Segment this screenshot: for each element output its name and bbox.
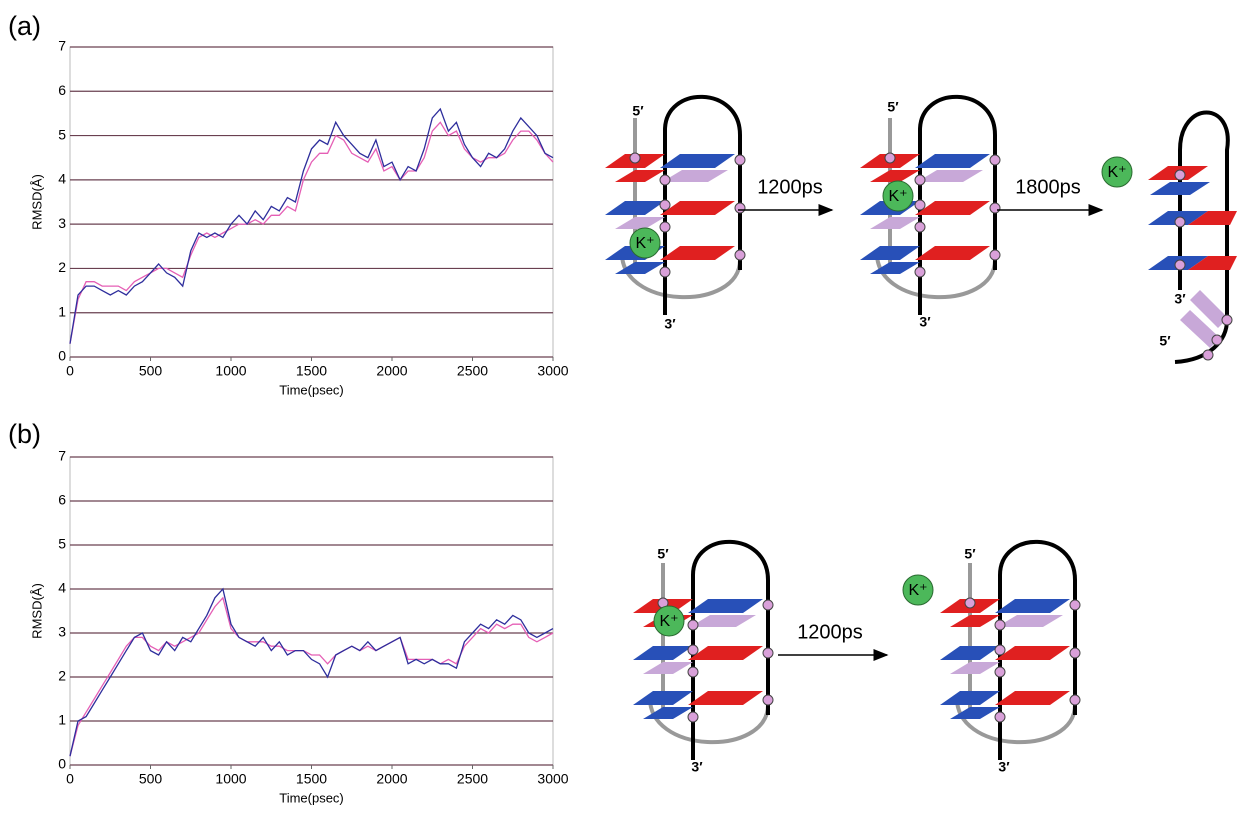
- ion-label: K⁺: [908, 582, 927, 599]
- x-tick-label: 0: [66, 771, 74, 787]
- y-tick-label: 7: [58, 448, 66, 464]
- x-axis-label: Time(psec): [279, 790, 344, 805]
- y-tick-label: 6: [58, 82, 66, 98]
- x-tick-label: 1500: [296, 771, 327, 787]
- y-tick-label: 1: [58, 712, 66, 728]
- three-prime-label: 3′: [1174, 291, 1186, 307]
- three-prime-label: 3′: [664, 316, 676, 332]
- y-tick-label: 0: [58, 756, 66, 772]
- x-tick-label: 500: [139, 363, 163, 379]
- y-tick-label: 4: [58, 171, 66, 187]
- ion-label: K⁺: [888, 188, 907, 205]
- x-tick-label: 2500: [457, 363, 488, 379]
- data-line: [69, 121, 554, 344]
- three-prime-label: 3′: [919, 314, 931, 330]
- y-tick-label: 6: [58, 492, 66, 508]
- unfolded-structure: [1148, 110, 1237, 364]
- y-tick-label: 7: [58, 38, 66, 54]
- plot-frame: [69, 46, 554, 358]
- x-tick-label: 2500: [457, 771, 488, 787]
- arrow-label: 1200ps: [757, 176, 823, 198]
- y-axis-label: RMSD(Å): [29, 174, 44, 230]
- arrow-label: 1800ps: [1015, 176, 1081, 198]
- plot-frame: [69, 456, 554, 766]
- y-tick-label: 1: [58, 303, 66, 319]
- x-tick-label: 3000: [537, 771, 568, 787]
- y-tick-label: 5: [58, 536, 66, 552]
- x-tick-label: 1500: [296, 363, 327, 379]
- data-line: [69, 596, 554, 757]
- y-tick-label: 2: [58, 259, 66, 275]
- y-tick-label: 3: [58, 624, 66, 640]
- ion-label: K⁺: [635, 235, 654, 252]
- five-prime-label: 5′: [632, 103, 644, 119]
- five-prime-label: 5′: [887, 99, 899, 115]
- y-tick-label: 2: [58, 668, 66, 684]
- three-prime-label: 3′: [998, 759, 1010, 775]
- y-tick-label: 0: [58, 348, 66, 364]
- data-line: [69, 107, 554, 344]
- x-tick-label: 2000: [376, 771, 407, 787]
- scheme-b: 1200ps 5′ 3′ 5′ 3′ K⁺ K⁺: [631, 539, 1082, 775]
- x-tick-label: 500: [139, 771, 163, 787]
- scheme-a: 1200ps 1800ps 5′ 3′ 5′ 3′ 3′ 5′ K⁺ K⁺ K⁺: [603, 94, 1237, 364]
- x-tick-label: 1000: [215, 771, 246, 787]
- x-tick-label: 3000: [537, 363, 568, 379]
- five-prime-label: 5′: [1159, 333, 1171, 349]
- x-tick-label: 2000: [376, 363, 407, 379]
- panel-label: (a): [8, 11, 41, 41]
- five-prime-label: 5′: [657, 546, 669, 562]
- y-tick-label: 3: [58, 215, 66, 231]
- arrow-label: 1200ps: [797, 621, 863, 643]
- x-tick-label: 0: [66, 363, 74, 379]
- ion-label: K⁺: [659, 613, 678, 630]
- five-prime-label: 5′: [964, 546, 976, 562]
- y-axis-label: RMSD(Å): [29, 583, 44, 639]
- ion-label: K⁺: [1107, 164, 1126, 181]
- y-tick-label: 5: [58, 126, 66, 142]
- panel-label: (b): [8, 419, 41, 449]
- y-tick-label: 4: [58, 580, 66, 596]
- x-axis-label: Time(psec): [279, 382, 344, 397]
- x-tick-label: 1000: [215, 363, 246, 379]
- data-line: [69, 587, 554, 757]
- three-prime-label: 3′: [691, 759, 703, 775]
